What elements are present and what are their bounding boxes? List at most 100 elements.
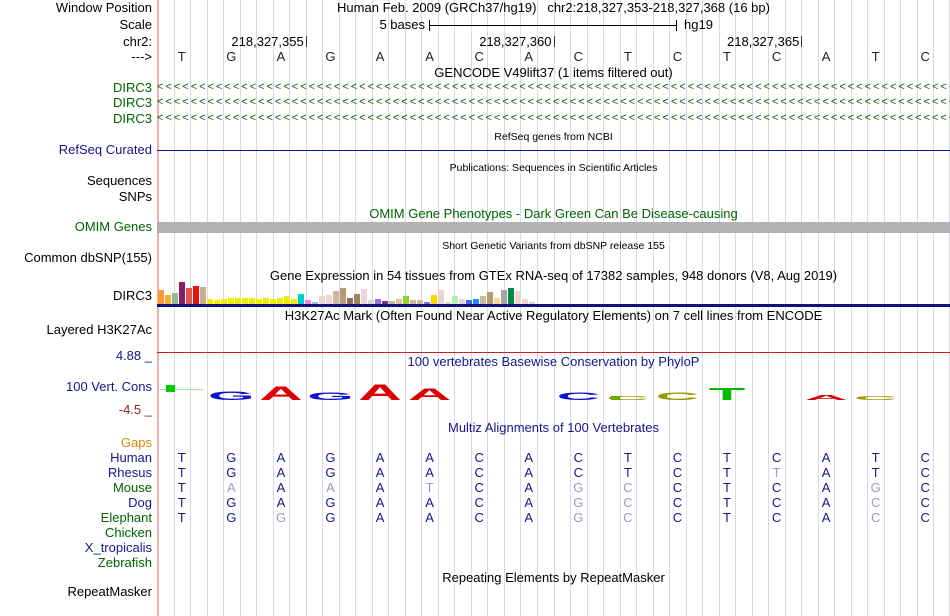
gtex-bar[interactable] — [242, 298, 248, 304]
gtex-bar[interactable] — [375, 299, 381, 304]
gtex-bar[interactable] — [417, 300, 423, 304]
species-label[interactable]: Elephant — [100, 510, 152, 525]
gtex-bar[interactable] — [508, 288, 514, 304]
gtex-bar[interactable] — [165, 295, 171, 304]
dbsnp-track-title[interactable]: Short Genetic Variants from dbSNP releas… — [442, 240, 665, 252]
grid-line — [404, 0, 406, 616]
gtex-bar[interactable] — [207, 299, 213, 304]
gtex-bar[interactable] — [473, 299, 479, 304]
gtex-bar[interactable] — [249, 298, 255, 304]
gtex-bar[interactable] — [326, 295, 332, 304]
align-base-letter: G — [275, 510, 286, 525]
omim-gene-bar[interactable] — [157, 222, 950, 233]
omim-track-title[interactable]: OMIM Gene Phenotypes - Dark Green Can Be… — [369, 206, 738, 221]
gtex-bar[interactable] — [424, 302, 430, 304]
gencode-gene-label[interactable]: DIRC3 — [112, 80, 152, 95]
gtex-bar[interactable] — [235, 298, 241, 304]
gencode-gene-label[interactable]: DIRC3 — [112, 95, 152, 110]
gtex-bar[interactable] — [515, 291, 521, 304]
gencode-transcript-row[interactable]: <<<<<<<<<<<<<<<<<<<<<<<<<<<<<<<<<<<<<<<<… — [157, 96, 950, 108]
gtex-bar[interactable] — [382, 301, 388, 304]
gtex-bar[interactable] — [494, 298, 500, 304]
gtex-bar[interactable] — [263, 298, 269, 304]
species-label[interactable]: Zebrafish — [97, 555, 152, 570]
gtex-gene-label[interactable]: DIRC3 — [112, 288, 152, 303]
gencode-track-title[interactable]: GENCODE V49lift37 (1 items filtered out) — [434, 65, 673, 80]
ruler-base-letter: A — [276, 49, 286, 64]
gtex-bar[interactable] — [333, 291, 339, 304]
gtex-bar[interactable] — [228, 298, 234, 304]
gtex-bar[interactable] — [193, 286, 199, 304]
gencode-gene-label[interactable]: DIRC3 — [112, 111, 152, 126]
align-base-letter: G — [226, 450, 237, 465]
gtex-bar[interactable] — [298, 294, 304, 304]
align-base-letter: A — [524, 495, 534, 510]
species-label[interactable]: Human — [110, 450, 152, 465]
gtex-bar[interactable] — [312, 302, 318, 304]
grid-line — [289, 0, 291, 616]
repeatmasker-label[interactable]: RepeatMasker — [67, 584, 152, 599]
gtex-bar[interactable] — [200, 287, 206, 304]
gencode-transcript-row[interactable]: <<<<<<<<<<<<<<<<<<<<<<<<<<<<<<<<<<<<<<<<… — [157, 81, 950, 93]
repeatmasker-track-title[interactable]: Repeating Elements by RepeatMasker — [442, 570, 665, 585]
gtex-bar[interactable] — [319, 296, 325, 304]
refseq-track-title[interactable]: RefSeq genes from NCBI — [494, 131, 613, 143]
species-label[interactable]: Mouse — [112, 480, 152, 495]
gtex-track-title[interactable]: Gene Expression in 54 tissues from GTEx … — [269, 268, 838, 283]
gtex-bar[interactable] — [487, 292, 493, 304]
gtex-bar[interactable] — [354, 294, 360, 304]
publications-track-title[interactable]: Publications: Sequences in Scientific Ar… — [449, 162, 658, 174]
gtex-bar[interactable] — [186, 288, 192, 304]
gtex-bar[interactable] — [410, 300, 416, 304]
gtex-bar[interactable] — [445, 302, 451, 304]
gencode-transcript-row[interactable]: <<<<<<<<<<<<<<<<<<<<<<<<<<<<<<<<<<<<<<<<… — [157, 112, 950, 124]
grid-line — [570, 0, 572, 616]
snps-label[interactable]: SNPs — [118, 189, 152, 204]
gtex-bar[interactable] — [172, 293, 178, 304]
h3k27ac-track-title[interactable]: H3K27Ac Mark (Often Found Near Active Re… — [284, 308, 823, 323]
gtex-bar[interactable] — [459, 299, 465, 304]
coord-tick — [305, 36, 307, 47]
conservation-track-title[interactable]: 100 vertebrates Basewise Conservation by… — [407, 354, 700, 369]
h3k27ac-label[interactable]: Layered H3K27Ac — [46, 322, 152, 337]
gtex-bar[interactable] — [179, 282, 185, 304]
gtex-bar[interactable] — [221, 299, 227, 304]
multiz-track-title[interactable]: Multiz Alignments of 100 Vertebrates — [447, 420, 659, 435]
gtex-bar[interactable] — [277, 298, 283, 304]
gtex-bar[interactable] — [501, 290, 507, 304]
gtex-bar[interactable] — [480, 296, 486, 304]
gtex-bar[interactable] — [529, 302, 535, 304]
gtex-bar[interactable] — [347, 298, 353, 304]
align-base-letter: A — [524, 450, 534, 465]
gtex-bar[interactable] — [438, 290, 444, 304]
omim-genes-label[interactable]: OMIM Genes — [74, 219, 152, 234]
gtex-bar[interactable] — [214, 300, 220, 304]
gtex-bar[interactable] — [270, 299, 276, 304]
logo-letter: T — [709, 384, 746, 404]
gtex-bar[interactable] — [389, 301, 395, 304]
species-label[interactable]: Rhesus — [107, 465, 152, 480]
gtex-bar[interactable] — [305, 300, 311, 304]
species-label[interactable]: X_tropicalis — [84, 540, 152, 555]
gtex-bar[interactable] — [256, 299, 262, 304]
gtex-bar[interactable] — [403, 296, 409, 304]
gtex-bar[interactable] — [431, 295, 437, 304]
refseq-curated-label[interactable]: RefSeq Curated — [58, 142, 152, 157]
species-label[interactable]: Gaps — [120, 435, 152, 450]
common-dbsnp-label[interactable]: Common dbSNP(155) — [24, 250, 152, 265]
gtex-bar[interactable] — [368, 300, 374, 304]
sequences-label[interactable]: Sequences — [86, 173, 152, 188]
gtex-bar[interactable] — [284, 296, 290, 304]
gtex-bar[interactable] — [396, 299, 402, 304]
conservation-label[interactable]: 100 Vert. Cons — [66, 379, 152, 394]
gtex-bar[interactable] — [466, 300, 472, 304]
refseq-curated-line[interactable] — [157, 150, 950, 151]
gtex-bar[interactable] — [361, 289, 367, 304]
gtex-bar[interactable] — [340, 288, 346, 304]
species-label[interactable]: Dog — [128, 495, 152, 510]
gtex-bar[interactable] — [522, 299, 528, 304]
gtex-bar[interactable] — [158, 290, 164, 304]
gtex-bar[interactable] — [291, 299, 297, 304]
gtex-bar[interactable] — [452, 296, 458, 304]
species-label[interactable]: Chicken — [105, 525, 152, 540]
